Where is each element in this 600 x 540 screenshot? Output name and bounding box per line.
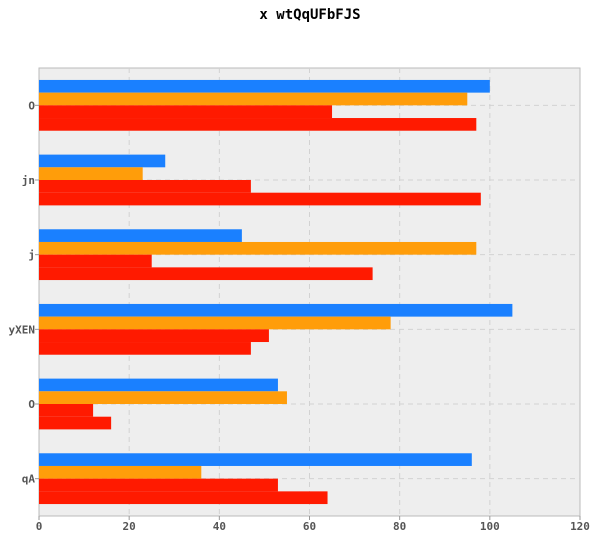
y-category-label: O — [28, 398, 35, 411]
bar — [39, 416, 112, 430]
bar — [39, 378, 278, 392]
y-axis: Ojn j yXEN OqA — [9, 99, 39, 486]
y-category-label: j — [28, 249, 35, 262]
bar — [39, 267, 373, 281]
bar — [39, 167, 143, 180]
x-tick-label: 20 — [123, 520, 136, 533]
y-category-label: jn — [22, 174, 35, 187]
bar — [39, 316, 391, 330]
bar — [39, 391, 287, 404]
x-tick-label: 60 — [303, 520, 316, 533]
bar — [39, 465, 202, 479]
bar — [39, 79, 490, 93]
bar — [39, 491, 328, 505]
bar — [39, 303, 513, 317]
bar — [39, 453, 472, 466]
bars — [39, 79, 513, 505]
x-axis: 0 20 40 60 80 100 120 — [36, 516, 590, 533]
x-tick-label: 0 — [36, 520, 43, 533]
x-tick-label: 80 — [393, 520, 406, 533]
bar — [39, 254, 152, 268]
y-category-label: yXEN — [9, 323, 36, 336]
x-tick-label: 120 — [570, 520, 590, 533]
bar — [39, 342, 251, 355]
x-tick-label: 40 — [213, 520, 226, 533]
bar — [39, 329, 269, 343]
bar — [39, 154, 166, 168]
bar — [39, 92, 468, 106]
bar — [39, 229, 242, 242]
bar — [39, 105, 333, 119]
bar — [39, 241, 477, 255]
y-category-label: qA — [22, 473, 36, 486]
bar — [39, 118, 477, 131]
chart-title: x wtQqUFbFJS — [259, 7, 360, 23]
bar — [39, 478, 278, 492]
x-tick-label: 100 — [480, 520, 500, 533]
bar — [39, 192, 481, 206]
bar — [39, 404, 94, 417]
bar — [39, 180, 251, 193]
y-category-label: O — [28, 99, 35, 112]
